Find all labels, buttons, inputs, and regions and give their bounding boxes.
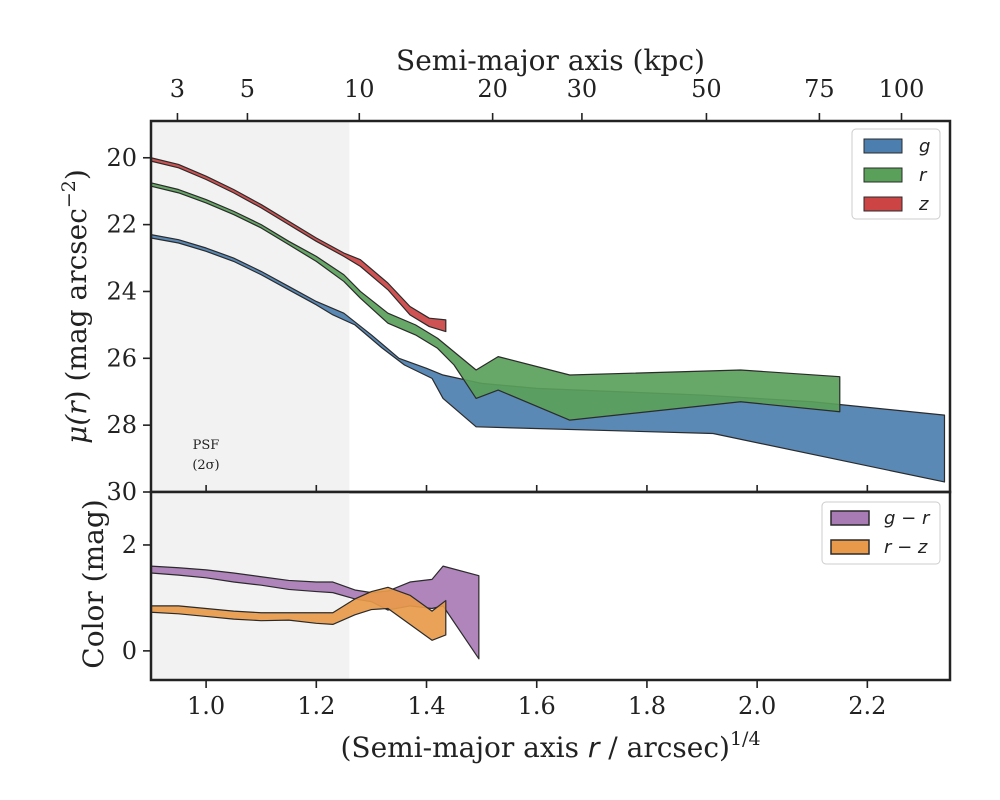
legend-label-1: r [919, 165, 928, 186]
top-tick-label-75: 75 [804, 75, 835, 103]
legend-bands: grz [851, 128, 941, 220]
top-kpc-ticks: 3 5 10 20 30 50 75 100 [170, 75, 925, 121]
color-y-tick-label-2: 2 [122, 531, 137, 559]
top-tick-label-20: 20 [477, 75, 508, 103]
color-series [150, 565, 480, 660]
y-axis-title-bottom: Color (mag) [77, 499, 110, 668]
legend-swatch-1 [863, 167, 903, 183]
x-axis-title: (Semi-major axis r / arcsec)1/4 [340, 728, 760, 764]
x-axis-title-main: (Semi-major axis [340, 731, 587, 764]
y-tick-label-22: 22 [106, 211, 137, 239]
y-tick-label-24: 24 [106, 277, 137, 305]
top-tick-label-10: 10 [344, 75, 375, 103]
band-r [150, 182, 841, 421]
x-axis-title-rest: / arcsec) [599, 731, 730, 764]
color-y-tick-label-0: 0 [122, 637, 137, 665]
x-ticks-bottom: 1.0 1.2 1.4 1.6 1.8 2.0 2.2 [187, 680, 886, 720]
legend-swatch-2 [863, 196, 903, 212]
y-ticks-top: 20 22 24 26 28 30 [106, 144, 151, 506]
x-tick-label-1.8: 1.8 [628, 692, 666, 720]
y-axis-title-top: μ(r) (mag arcsec−2) [58, 169, 93, 444]
top-tick-label-5: 5 [240, 75, 255, 103]
x-tick-label-1.6: 1.6 [518, 692, 556, 720]
y-title-part: −2 [58, 180, 80, 208]
x-tick-label-2.2: 2.2 [848, 692, 886, 720]
band-g-r [150, 565, 480, 660]
top-tick-label-50: 50 [691, 75, 722, 103]
top-tick-label-30: 30 [567, 75, 598, 103]
legend-label-2: z [918, 194, 929, 215]
color-panel: 02 1.0 1.2 1.4 1.6 1.8 2.0 2.2 g − rr − z (Sem… [77, 490, 952, 764]
y-ticks-bottom: 02 [122, 531, 151, 665]
legend-color-label-0: g − r [884, 508, 931, 529]
y-title-part: μ( [60, 414, 93, 444]
legend-colors: g − r r − z [821, 501, 941, 565]
x-tick-label-1: 1.0 [187, 692, 225, 720]
y-title-part: ) (mag arcsec [60, 208, 93, 401]
y-title-part: r [60, 400, 93, 415]
band-r-z [150, 586, 447, 641]
y-tick-label-26: 26 [106, 344, 137, 372]
top-axis-title: Semi-major axis (kpc) [396, 44, 705, 77]
top-tick-label-100: 100 [879, 75, 925, 103]
top-tick-label-3: 3 [170, 75, 185, 103]
y-title-part: ) [60, 169, 93, 180]
band-z [150, 157, 447, 333]
legend-color-label-1: r − z [884, 537, 928, 558]
band-g [150, 234, 946, 483]
x-axis-title-var: r [588, 731, 601, 764]
x-axis-title-exponent: 1/4 [730, 728, 761, 750]
legend-color-swatch-1 [830, 539, 870, 555]
y-tick-label-28: 28 [106, 411, 137, 439]
legend-color-swatch-0 [830, 510, 870, 526]
x-tick-label-2: 2.0 [738, 692, 776, 720]
legend-label-0: g [919, 136, 930, 157]
legend-swatch-0 [863, 138, 903, 154]
x-tick-label-1.2: 1.2 [297, 692, 335, 720]
x-tick-label-1.4: 1.4 [407, 692, 445, 720]
surface-brightness-series [150, 157, 946, 483]
psf-shaded-region [151, 121, 350, 492]
bottom-panel-frame [149, 490, 952, 682]
psf-label-line1: PSF [193, 438, 220, 453]
y-tick-label-30: 30 [106, 478, 137, 506]
y-tick-label-20: 20 [106, 144, 137, 172]
psf-label-line2: (2σ) [192, 458, 219, 473]
